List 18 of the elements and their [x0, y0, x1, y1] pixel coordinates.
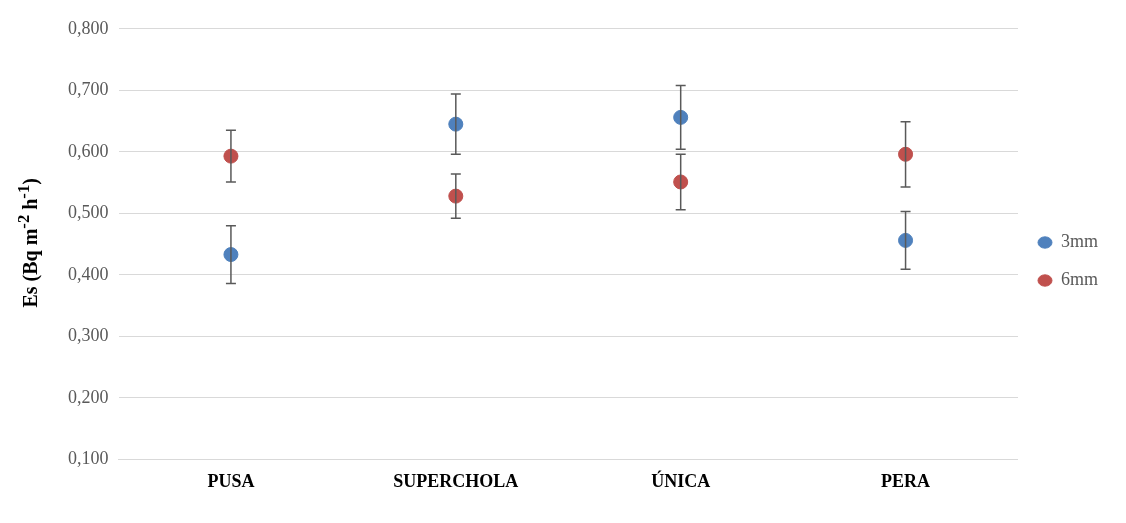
point — [673, 174, 689, 190]
point — [673, 109, 689, 125]
x-tick-label: PUSA — [207, 470, 255, 491]
y-tick-label: 0,300 — [68, 325, 109, 346]
legend-label: 6mm — [1061, 269, 1099, 290]
y-tick-label: 0,400 — [68, 263, 109, 284]
y-tick-label: 0,700 — [68, 79, 109, 100]
y-tick-label: 0,800 — [68, 17, 109, 38]
point — [898, 232, 914, 248]
x-tick-label: PERA — [881, 470, 931, 491]
legend-label: 3mm — [1061, 231, 1099, 252]
y-tick-label: 0,600 — [68, 140, 109, 161]
y-tick-label: 0,500 — [68, 202, 109, 223]
x-tick-label: ÚNICA — [651, 469, 711, 491]
x-tick-label: SUPERCHOLA — [393, 470, 519, 491]
point — [898, 146, 914, 162]
y-tick-label: 0,200 — [68, 386, 109, 407]
y-tick-label: 0,100 — [68, 448, 109, 469]
